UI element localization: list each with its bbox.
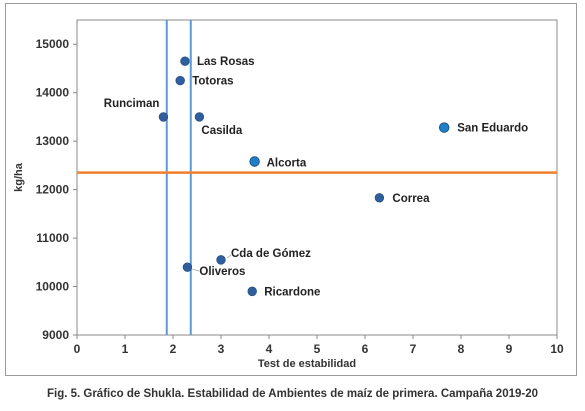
y-tick-label: 10000	[36, 280, 70, 294]
point-label: Totoras	[192, 76, 233, 88]
y-tick-label: 11000	[36, 231, 69, 245]
x-tick-label: 1	[122, 342, 129, 356]
data-point	[439, 122, 450, 133]
x-tick-label: 3	[218, 342, 225, 356]
point-label: Alcorta	[267, 158, 307, 170]
data-point	[374, 193, 385, 203]
x-axis-title: Test de estabilidad	[258, 358, 356, 370]
y-tick-label: 12000	[36, 183, 70, 197]
x-tick-label: 6	[362, 342, 369, 356]
x-tick-label: 2	[170, 342, 177, 356]
y-tick-label: 14000	[36, 86, 70, 100]
label-leader-line	[192, 268, 200, 272]
label-leader-line	[226, 254, 232, 259]
point-label: Oliveros	[199, 266, 245, 278]
y-tick-label: 15000	[36, 37, 70, 51]
x-tick-label: 7	[410, 342, 417, 356]
data-point	[216, 255, 226, 265]
point-label: Cda de Gómez	[231, 248, 311, 260]
point-label: San Eduardo	[457, 123, 528, 135]
y-tick-label: 13000	[36, 134, 70, 148]
x-tick-label: 0	[74, 342, 81, 356]
data-point	[180, 56, 190, 66]
data-point	[175, 75, 185, 86]
data-point	[158, 112, 169, 122]
x-tick-label: 4	[266, 342, 273, 356]
point-label: Correa	[392, 193, 430, 205]
point-label: Las Rosas	[197, 56, 255, 68]
x-tick-label: 8	[458, 342, 465, 356]
shukla-chart: 9000 10000 11000 12000 13000 14000 15000 0 1 2 3 4 5…	[13, 19, 564, 370]
data-point	[249, 156, 260, 167]
x-tick-label: 9	[506, 342, 513, 356]
x-tick-label: 10	[550, 342, 564, 356]
point-label: Runciman	[104, 98, 160, 110]
x-tick-label: 5	[314, 342, 321, 356]
point-label: Ricardone	[264, 286, 320, 298]
figure-caption: Fig. 5. Gráfico de Shukla. Estabilidad d…	[46, 388, 539, 400]
data-point	[247, 286, 257, 297]
point-label: Casilda	[201, 125, 243, 137]
chart-frame	[5, 3, 577, 376]
y-axis-title: kg/ha	[13, 162, 25, 192]
data-point	[182, 262, 193, 272]
data-point	[194, 112, 205, 122]
y-tick-label: 9000	[42, 328, 69, 342]
